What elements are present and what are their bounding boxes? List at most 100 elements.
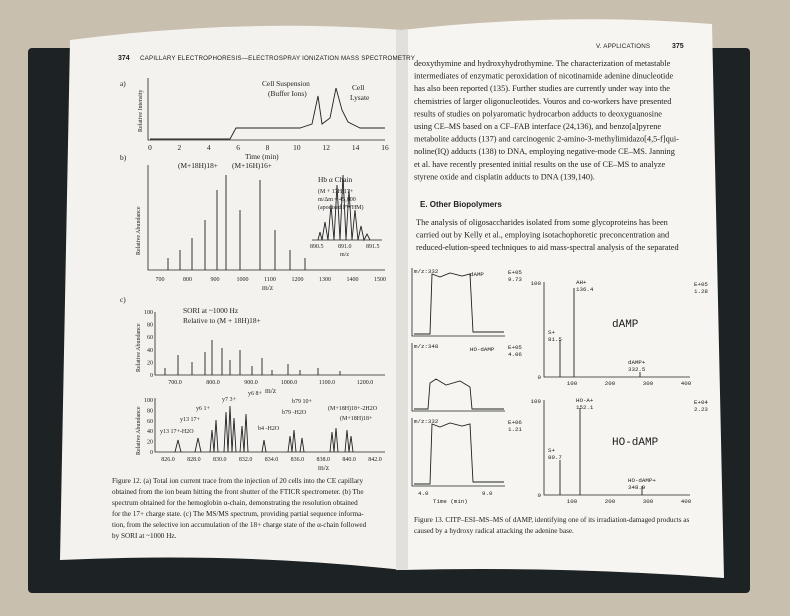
tick-label: 100 xyxy=(567,380,578,387)
paragraph-line: The analysis of oligosaccharides isolate… xyxy=(416,218,669,227)
figure-line xyxy=(167,175,306,270)
caption-line: obtained from the ion beam hitting the f… xyxy=(112,488,364,496)
chromatogram-frame xyxy=(411,268,505,337)
tick-label: 400 xyxy=(681,498,692,505)
tick-label: 14 xyxy=(352,143,360,152)
paragraph-line: deoxythymine and hydroxyhydrothymine. Th… xyxy=(414,59,671,68)
label: m/z xyxy=(340,252,349,258)
tick-label: 1400 xyxy=(347,277,359,283)
tick-label: 40 xyxy=(147,348,153,354)
group: 0 20 40 60 80 100 xyxy=(144,398,153,456)
scale-val: 1.21 xyxy=(508,426,522,433)
peak-label: y13 17+ xyxy=(180,417,201,423)
label: 375 xyxy=(672,43,684,50)
caption-line: for the 17+ charge state. (c) The MS/MS … xyxy=(112,510,364,518)
peak-label: 81.5 xyxy=(548,336,562,343)
spectrum-title: HO-dAMP xyxy=(612,437,659,449)
figure-line xyxy=(150,87,385,140)
label: 891.0 xyxy=(338,244,352,250)
scale-exp: E+05 xyxy=(508,269,522,276)
tick-label: 700 xyxy=(156,277,165,283)
tick-label: 0 xyxy=(538,374,542,381)
scale-exp: E+05 xyxy=(694,281,708,288)
tick-label: 100 xyxy=(144,398,153,404)
label: Cell Suspension xyxy=(262,79,310,88)
tick-label: 60 xyxy=(147,419,153,425)
group: Figure 12. (a) Total ion current trace f… xyxy=(112,477,367,540)
peak-label: S+ xyxy=(548,329,555,336)
label: CAPILLARY ELECTROPHORESIS—ELECTROSPRAY I… xyxy=(140,55,415,62)
tick-label: 300 xyxy=(643,498,654,505)
label: m/z xyxy=(318,463,330,472)
tick-label: 300 xyxy=(643,380,654,387)
scale-exp: E+06 xyxy=(508,419,522,426)
tick-label: 100 xyxy=(567,498,578,505)
tick-label: 100 xyxy=(144,310,153,316)
peak-label: y6 1+ xyxy=(196,406,211,412)
left-page xyxy=(60,25,402,570)
chromatogram-trace xyxy=(414,422,504,485)
figure-line xyxy=(154,398,385,453)
tick-label: 20 xyxy=(147,360,153,366)
trace-name: dAMP xyxy=(470,271,484,278)
label: Time (min) xyxy=(433,498,468,505)
peak-label: 332.5 xyxy=(628,366,646,373)
paragraph-line: chemistries of larger oligonucleotides. … xyxy=(414,97,672,106)
tick-label: 40 xyxy=(147,429,153,435)
label: a) xyxy=(120,79,126,88)
spectrum-frame xyxy=(543,400,690,496)
label: m/z xyxy=(262,283,274,292)
peak-label: 80.7 xyxy=(548,454,562,461)
paragraph-line: intermediates of enzymatic peroxidation … xyxy=(414,72,674,81)
label: (M + 17H)17+ xyxy=(318,188,354,195)
tick-label: 1500 xyxy=(374,277,386,283)
tick-label: 832.0 xyxy=(239,457,253,463)
figure-line xyxy=(147,165,385,271)
peak-label: dAMP+ xyxy=(628,359,646,366)
group: 700 800 900 1000 1100 1200 1300 1400 1500 xyxy=(156,277,387,283)
label: Time (min) xyxy=(245,152,279,161)
paragraph-line: noline(IQ) adducts (138) to DNA, employi… xyxy=(414,147,675,156)
scale-val: 2.23 xyxy=(694,406,708,413)
group: 700.0 800.0 900.0 1000.0 1100.0 1200.0 xyxy=(168,380,373,386)
label: Cell xyxy=(352,83,364,92)
tick-label: 1100 xyxy=(264,277,276,283)
label: (M+18H)18+ xyxy=(178,161,218,170)
paragraph-line: results of studies on polyaromatic hydro… xyxy=(414,109,662,118)
peak-label: y6 8+ xyxy=(248,391,263,397)
label: 890.5 xyxy=(310,244,324,250)
figure-line xyxy=(154,312,385,376)
label: Relative to (M + 18H)18+ xyxy=(183,316,261,325)
figure-line xyxy=(317,174,371,242)
tick-label: 0 xyxy=(150,373,153,379)
chromatogram-frame xyxy=(411,418,505,487)
mass-label: m/z:332 xyxy=(414,268,439,275)
tick-label: 800 xyxy=(183,277,192,283)
tick-label: 1200 xyxy=(292,277,304,283)
label: (M+16H)16+ xyxy=(232,161,272,170)
tick-label: 836.0 xyxy=(291,457,305,463)
tick-label: 826.0 xyxy=(161,457,175,463)
tick-label: 10 xyxy=(293,143,301,152)
tick-label: 12 xyxy=(323,143,331,152)
tick-label: 6 xyxy=(236,143,240,152)
label: m/z xyxy=(265,386,277,395)
tick-label: 2 xyxy=(178,143,182,152)
tick-label: 840.0 xyxy=(342,457,356,463)
tick-label: 1300 xyxy=(319,277,331,283)
peak-label: y13 17+-H2O xyxy=(160,429,194,435)
paragraph-line: using CE–MS based on a CF–FAB interface … xyxy=(414,122,661,131)
label: 374 xyxy=(118,55,130,62)
group: Figure 13. CITP–ESI–MS–MS of dAMP, ident… xyxy=(414,516,689,535)
caption-line: caused by a hydroxy radical attacking th… xyxy=(414,527,574,535)
group: y13 17+-H2O y13 17+ y6 1+ y7 3+ y6 8+ b4 -H2O… xyxy=(160,391,378,435)
peak-label: 136.4 xyxy=(576,286,594,293)
label: Relative Abundance xyxy=(136,323,142,372)
label: m/Δm = 45,000 xyxy=(318,197,356,203)
tick-label: 838.0 xyxy=(317,457,331,463)
paragraph-line: carried out by Kelly et al., employing i… xyxy=(416,231,670,240)
caption-line: tion, from the selective ion accumulatio… xyxy=(112,521,367,529)
tick-label: 1200.0 xyxy=(357,380,374,386)
tick-label: 200 xyxy=(605,380,616,387)
